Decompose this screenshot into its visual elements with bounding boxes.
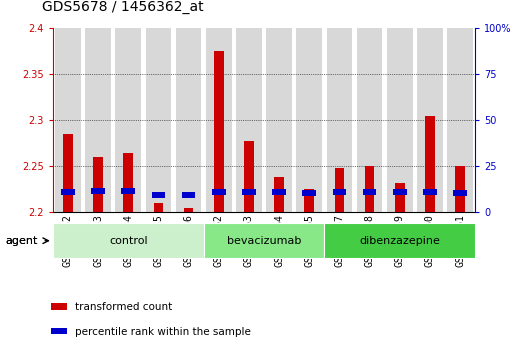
Bar: [395, 183, 404, 212]
Bar: [296, 28, 322, 212]
Bar: [184, 208, 193, 212]
Bar: [55, 28, 81, 212]
Bar: [335, 168, 344, 212]
Bar: [365, 166, 374, 212]
Bar: [363, 189, 376, 195]
Bar: [244, 141, 254, 212]
Bar: [124, 153, 133, 212]
Bar: [116, 28, 141, 212]
Bar: [387, 28, 412, 212]
Text: bevacizumab: bevacizumab: [227, 236, 301, 246]
Bar: [236, 28, 262, 212]
Bar: [425, 116, 435, 212]
Bar: [333, 189, 346, 195]
Bar: [85, 28, 111, 212]
Text: control: control: [109, 236, 147, 246]
Bar: [63, 134, 73, 212]
Bar: [152, 192, 165, 198]
Bar: [327, 28, 352, 212]
Bar: [204, 223, 324, 258]
Bar: [206, 28, 232, 212]
Text: transformed count: transformed count: [75, 302, 172, 313]
Bar: [51, 328, 68, 334]
Bar: [266, 28, 292, 212]
Bar: [274, 177, 284, 212]
Bar: [272, 189, 286, 195]
Bar: [214, 51, 223, 212]
Bar: [146, 28, 171, 212]
Bar: [154, 203, 163, 212]
Bar: [93, 157, 103, 212]
Bar: [121, 188, 135, 194]
Text: agent: agent: [6, 236, 38, 246]
Text: percentile rank within the sample: percentile rank within the sample: [75, 327, 251, 337]
Bar: [303, 190, 316, 196]
Bar: [51, 303, 68, 310]
Bar: [91, 188, 105, 194]
Bar: [212, 189, 225, 195]
Bar: [242, 189, 256, 195]
Bar: [53, 223, 204, 258]
Bar: [454, 190, 467, 196]
Text: agent: agent: [5, 236, 37, 246]
Bar: [447, 28, 473, 212]
Bar: [324, 223, 475, 258]
Bar: [393, 189, 407, 195]
Bar: [176, 28, 201, 212]
Bar: [417, 28, 443, 212]
Text: GDS5678 / 1456362_at: GDS5678 / 1456362_at: [42, 0, 204, 14]
Bar: [61, 189, 74, 195]
Bar: [423, 189, 437, 195]
Bar: [455, 166, 465, 212]
Bar: [357, 28, 382, 212]
Bar: [305, 189, 314, 212]
Text: dibenzazepine: dibenzazepine: [360, 236, 440, 246]
Bar: [182, 192, 195, 198]
